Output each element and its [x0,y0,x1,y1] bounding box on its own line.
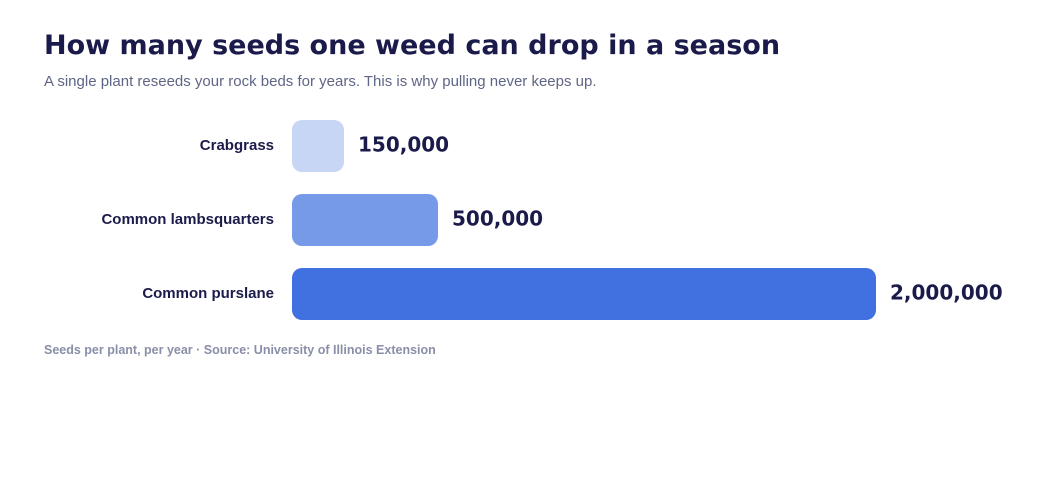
bar-chart: Crabgrass 150,000 Common lambsquarters 500,… [101,120,1003,320]
category-label: Crabgrass [200,137,274,154]
chart-title: How many seeds one weed can drop in a se… [44,30,781,61]
category-label: Common lambsquarters [101,211,274,228]
bar [292,194,438,246]
value-label: 150,000 [358,133,449,157]
bars-group: Crabgrass 150,000 Common lambsquarters 500,… [101,120,1003,320]
bar [292,268,876,320]
chart-subtitle: A single plant reseeds your rock beds fo… [44,73,597,90]
bar [292,120,344,172]
value-label: 2,000,000 [890,281,1003,305]
category-label: Common purslane [142,285,274,302]
value-label: 500,000 [452,207,543,231]
chart-footnote: Seeds per plant, per year · Source: Univ… [44,343,436,357]
